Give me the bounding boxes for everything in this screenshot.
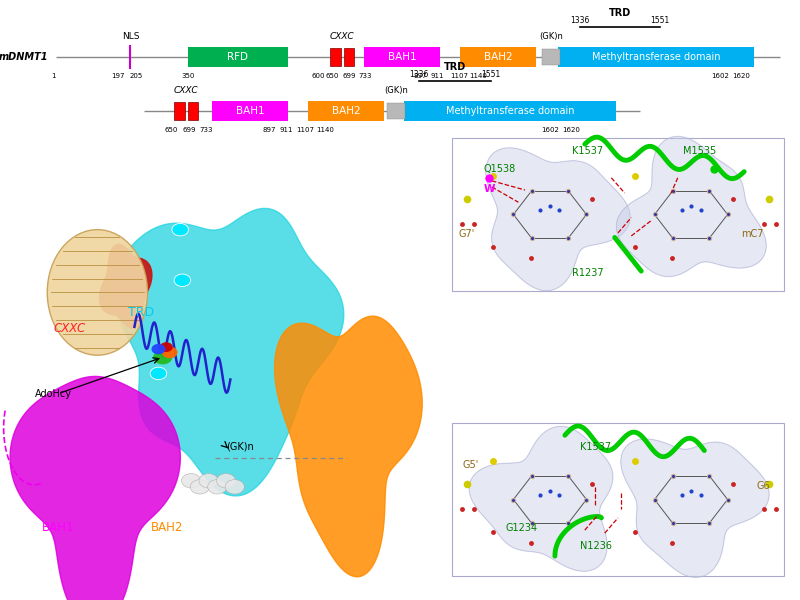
Text: 699: 699 [182,127,195,133]
FancyBboxPatch shape [308,101,384,121]
Text: M1535: M1535 [683,146,717,156]
Text: BAH2: BAH2 [484,52,512,62]
Text: 911: 911 [431,73,444,79]
Text: CXXC: CXXC [174,86,198,95]
Circle shape [162,346,178,358]
Text: TRD: TRD [609,8,631,18]
Text: 1602: 1602 [711,73,729,79]
Text: (GK)n: (GK)n [226,442,254,451]
Text: AdoHcy: AdoHcy [35,389,72,398]
FancyBboxPatch shape [452,138,784,291]
Text: 1336: 1336 [410,70,429,79]
Text: 205: 205 [130,73,142,79]
Circle shape [160,342,173,352]
Polygon shape [486,148,630,290]
Bar [8,177,444,582]
FancyBboxPatch shape [460,47,536,67]
Text: 733: 733 [200,127,213,133]
Text: 1107: 1107 [450,73,468,79]
Polygon shape [469,427,613,571]
Text: 650: 650 [165,127,178,133]
Text: 897: 897 [414,73,426,79]
FancyBboxPatch shape [330,47,341,67]
Text: BAH1: BAH1 [236,106,264,116]
Text: (GK)n: (GK)n [384,86,408,95]
Text: 1140: 1140 [470,73,487,79]
FancyBboxPatch shape [174,101,185,121]
Polygon shape [621,439,769,577]
FancyBboxPatch shape [404,101,616,121]
FancyBboxPatch shape [344,47,354,67]
FancyBboxPatch shape [558,47,754,67]
FancyBboxPatch shape [452,423,784,576]
Text: 1551: 1551 [650,16,670,25]
Text: (GK)n: (GK)n [539,32,563,41]
Text: G7': G7' [458,229,474,239]
Text: CXXC: CXXC [54,322,86,335]
Text: mDNMT1: mDNMT1 [0,52,48,62]
Text: Methyltransferase domain: Methyltransferase domain [592,52,721,62]
Polygon shape [114,208,344,496]
Text: BAH2: BAH2 [151,521,183,534]
Text: 650: 650 [326,73,338,79]
Text: N1236: N1236 [580,541,612,551]
Text: G5': G5' [462,460,478,470]
Text: 1107: 1107 [296,127,314,133]
Text: 1602: 1602 [542,127,559,133]
Polygon shape [99,244,152,328]
Text: 350: 350 [182,73,194,79]
Circle shape [174,274,190,286]
FancyBboxPatch shape [387,103,405,119]
Text: 911: 911 [280,127,293,133]
Text: RFD: RFD [227,52,249,62]
FancyBboxPatch shape [212,101,288,121]
Polygon shape [616,136,766,277]
Text: Q1538: Q1538 [484,164,516,174]
Text: TRD: TRD [444,62,466,72]
Circle shape [182,473,201,488]
Text: 897: 897 [263,127,276,133]
Text: NLS: NLS [122,32,139,41]
Text: CXXC: CXXC [330,32,354,41]
Text: G1234: G1234 [506,523,538,533]
Circle shape [153,350,172,364]
Text: G6: G6 [757,481,770,491]
Text: 1336: 1336 [570,16,590,25]
Text: mC7: mC7 [742,229,764,239]
Circle shape [150,367,166,380]
Text: 699: 699 [342,73,355,79]
Circle shape [225,479,244,494]
Text: 1620: 1620 [562,127,580,133]
Circle shape [208,479,227,494]
Polygon shape [274,316,422,577]
Circle shape [199,473,218,488]
Polygon shape [10,376,180,600]
FancyBboxPatch shape [188,47,288,67]
Text: K1537: K1537 [573,146,603,156]
FancyBboxPatch shape [542,49,560,65]
Ellipse shape [47,230,147,355]
Circle shape [151,344,166,355]
Text: Methyltransferase domain: Methyltransferase domain [446,106,574,116]
Text: 1620: 1620 [732,73,750,79]
Text: R1237: R1237 [572,268,604,278]
Text: BAH1: BAH1 [388,52,416,62]
FancyBboxPatch shape [188,101,198,121]
Circle shape [217,473,235,488]
Text: BAH2: BAH2 [332,106,360,116]
FancyBboxPatch shape [364,47,440,67]
Text: TRD: TRD [128,306,154,319]
Text: W: W [484,184,495,194]
Text: 197: 197 [112,73,125,79]
Text: 600: 600 [312,73,325,79]
Text: K1537: K1537 [581,442,611,452]
Text: 733: 733 [358,73,371,79]
Text: 1140: 1140 [316,127,334,133]
Text: 1: 1 [51,73,56,79]
Text: 1551: 1551 [482,70,501,79]
Text: BAH1: BAH1 [42,521,74,534]
Circle shape [190,479,210,494]
Circle shape [172,223,189,236]
